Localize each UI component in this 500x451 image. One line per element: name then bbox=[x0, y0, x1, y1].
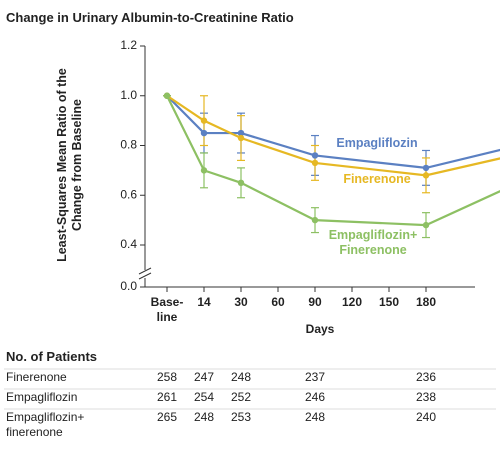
cell: 248 bbox=[193, 410, 215, 424]
row-label: Finerenone bbox=[6, 370, 67, 384]
x-tick-label: 60 bbox=[271, 295, 285, 309]
axis-break bbox=[138, 267, 152, 275]
x-tick-label: 180 bbox=[415, 295, 437, 309]
point bbox=[163, 92, 171, 99]
x-tick-label: 120 bbox=[341, 295, 363, 309]
cell: 253 bbox=[230, 410, 252, 424]
x-tick-label: 90 bbox=[308, 295, 322, 309]
series-line bbox=[166, 95, 500, 227]
cell: 237 bbox=[304, 370, 326, 384]
point bbox=[311, 152, 319, 159]
y-tick-label: 0.8 bbox=[120, 138, 137, 152]
cell: 258 bbox=[156, 370, 178, 384]
point bbox=[311, 216, 319, 224]
axis-break bbox=[138, 272, 152, 280]
y-axis-label: Least-Squares Mean Ratio of the Change f… bbox=[55, 68, 84, 262]
series-label: Finerenone bbox=[343, 172, 411, 186]
cell: 240 bbox=[415, 410, 437, 424]
series-label: Empagliflozin bbox=[336, 136, 418, 150]
point bbox=[237, 129, 245, 137]
point bbox=[422, 172, 430, 179]
x-axis-label: Days bbox=[305, 322, 335, 336]
x-tick-label: 30 bbox=[234, 295, 248, 309]
y-tick-label: 0.0 bbox=[120, 279, 137, 293]
cell: 248 bbox=[304, 410, 326, 424]
cell: 238 bbox=[415, 390, 437, 404]
y-tick-label: 1.0 bbox=[120, 88, 137, 102]
point bbox=[200, 167, 208, 174]
series-label: Empagliflozin+ Finerenone bbox=[328, 228, 418, 257]
point bbox=[422, 221, 430, 229]
x-tick-label: 14 bbox=[197, 295, 211, 309]
axis-break-gap bbox=[139, 270, 151, 278]
cell: 246 bbox=[304, 390, 326, 404]
point bbox=[422, 164, 430, 172]
table-title: No. of Patients bbox=[6, 349, 98, 364]
point bbox=[311, 159, 319, 167]
x-tick-label: Base- line bbox=[150, 295, 184, 324]
point bbox=[237, 179, 245, 187]
cell: 248 bbox=[230, 370, 252, 384]
row-label: Empagliflozin bbox=[6, 390, 78, 404]
series-line bbox=[166, 94, 500, 170]
y-tick-label: 0.4 bbox=[120, 237, 137, 251]
cell: 261 bbox=[156, 390, 178, 404]
point bbox=[200, 129, 208, 137]
chart-title: Change in Urinary Albumin-to-Creatinine … bbox=[6, 10, 294, 25]
point bbox=[237, 134, 245, 142]
row-label: Empagliflozin+ finerenone bbox=[6, 410, 85, 439]
y-tick-label: 1.2 bbox=[120, 38, 137, 52]
cell: 247 bbox=[193, 370, 215, 384]
x-tick-label: 150 bbox=[378, 295, 400, 309]
cell: 236 bbox=[415, 370, 437, 384]
cell: 254 bbox=[193, 390, 215, 404]
cell: 265 bbox=[156, 410, 178, 424]
series-line bbox=[166, 94, 500, 177]
y-tick-label: 0.6 bbox=[120, 187, 137, 201]
point bbox=[200, 117, 208, 124]
cell: 252 bbox=[230, 390, 252, 404]
